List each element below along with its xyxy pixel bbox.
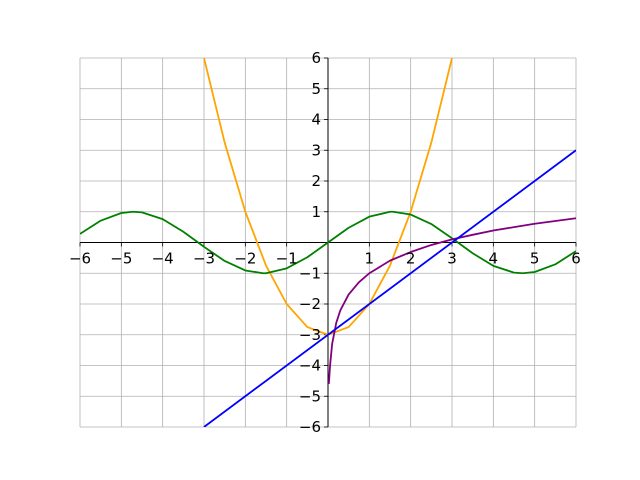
x-tick-label: −3 <box>193 250 215 268</box>
x-tick-label: 2 <box>406 250 416 268</box>
x-tick-label: 6 <box>571 250 581 268</box>
x-tick-label: 3 <box>447 250 457 268</box>
series-line-3 <box>203 149 576 427</box>
x-tick-label: 5 <box>530 250 540 268</box>
x-tick-label: 1 <box>365 250 375 268</box>
y-tick-label: −4 <box>299 357 321 375</box>
y-tick-label: 6 <box>311 49 321 67</box>
y-tick-label: −1 <box>299 264 321 282</box>
y-tick-label: 3 <box>311 141 321 159</box>
series-group <box>80 58 576 427</box>
y-tick-label: −3 <box>299 326 321 344</box>
y-tick-label: −5 <box>299 387 321 405</box>
y-tick-label: 4 <box>311 111 321 129</box>
y-tick-label: −6 <box>299 418 321 436</box>
x-tick-label: 4 <box>489 250 499 268</box>
y-tick-label: 2 <box>311 172 321 190</box>
x-tick-label: −2 <box>234 250 256 268</box>
series-line-2 <box>327 217 576 385</box>
series-line-1 <box>80 210 576 275</box>
y-tick-label: 5 <box>311 80 321 98</box>
tick-labels: −6 −5 −4 −3 −2 −1 1 2 3 4 5 6 −6 −5 −4 −3 −2 −1 1 2 3 4 5 6 <box>69 49 581 436</box>
x-tick-label: −5 <box>110 250 132 268</box>
x-tick-label: −4 <box>152 250 174 268</box>
x-tick-label: −6 <box>69 250 91 268</box>
x-tick-label: −1 <box>276 250 298 268</box>
y-tick-label: 1 <box>311 203 321 221</box>
y-tick-label: −2 <box>299 295 321 313</box>
